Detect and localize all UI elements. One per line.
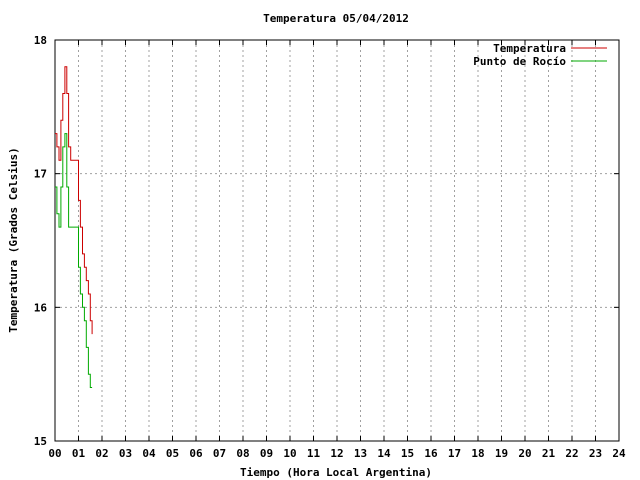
x-tick-label: 21	[542, 447, 556, 460]
x-tick-label: 05	[166, 447, 179, 460]
x-tick-label: 16	[424, 447, 438, 460]
x-tick-label: 19	[495, 447, 508, 460]
series-lines	[55, 66, 93, 388]
x-tick-label: 09	[260, 447, 273, 460]
x-tick-label: 10	[283, 447, 296, 460]
chart-title: Temperatura 05/04/2012	[263, 12, 409, 25]
y-tick-label: 18	[34, 34, 47, 47]
series-line-1	[55, 66, 93, 335]
legend-label-1: Temperatura	[493, 42, 566, 55]
y-tick-label: 16	[34, 301, 48, 314]
x-axis-label: Tiempo (Hora Local Argentina)	[240, 466, 432, 479]
series-line-2	[55, 133, 93, 388]
x-tick-label: 14	[377, 447, 391, 460]
x-tick-label: 06	[189, 447, 203, 460]
x-tick-label: 02	[95, 447, 108, 460]
x-tick-label: 24	[612, 447, 626, 460]
y-tick-label: 17	[34, 168, 47, 181]
x-tick-label: 08	[236, 447, 249, 460]
y-axis-label: Temperatura (Grados Celsius)	[7, 147, 20, 332]
x-tick-label: 00	[48, 447, 61, 460]
x-tick-label: 04	[142, 447, 156, 460]
x-tick-label: 18	[471, 447, 484, 460]
x-tick-label: 13	[354, 447, 367, 460]
legend-label-2: Punto de Rocío	[473, 55, 566, 68]
x-tick-label: 03	[119, 447, 132, 460]
x-tick-label: 07	[213, 447, 226, 460]
x-tick-label: 22	[565, 447, 578, 460]
x-tick-label: 01	[72, 447, 86, 460]
axis-ticks: 00 01 02 03 04 05 06 07 08 09 10 11 12 13 14 15 16 17 18 19…	[34, 34, 626, 460]
y-tick-label: 15	[34, 435, 47, 448]
x-tick-label: 23	[589, 447, 602, 460]
x-tick-label: 11	[307, 447, 321, 460]
x-tick-label: 12	[330, 447, 343, 460]
x-tick-label: 15	[401, 447, 414, 460]
x-tick-label: 20	[518, 447, 531, 460]
x-tick-label: 17	[448, 447, 461, 460]
grid	[55, 40, 619, 441]
